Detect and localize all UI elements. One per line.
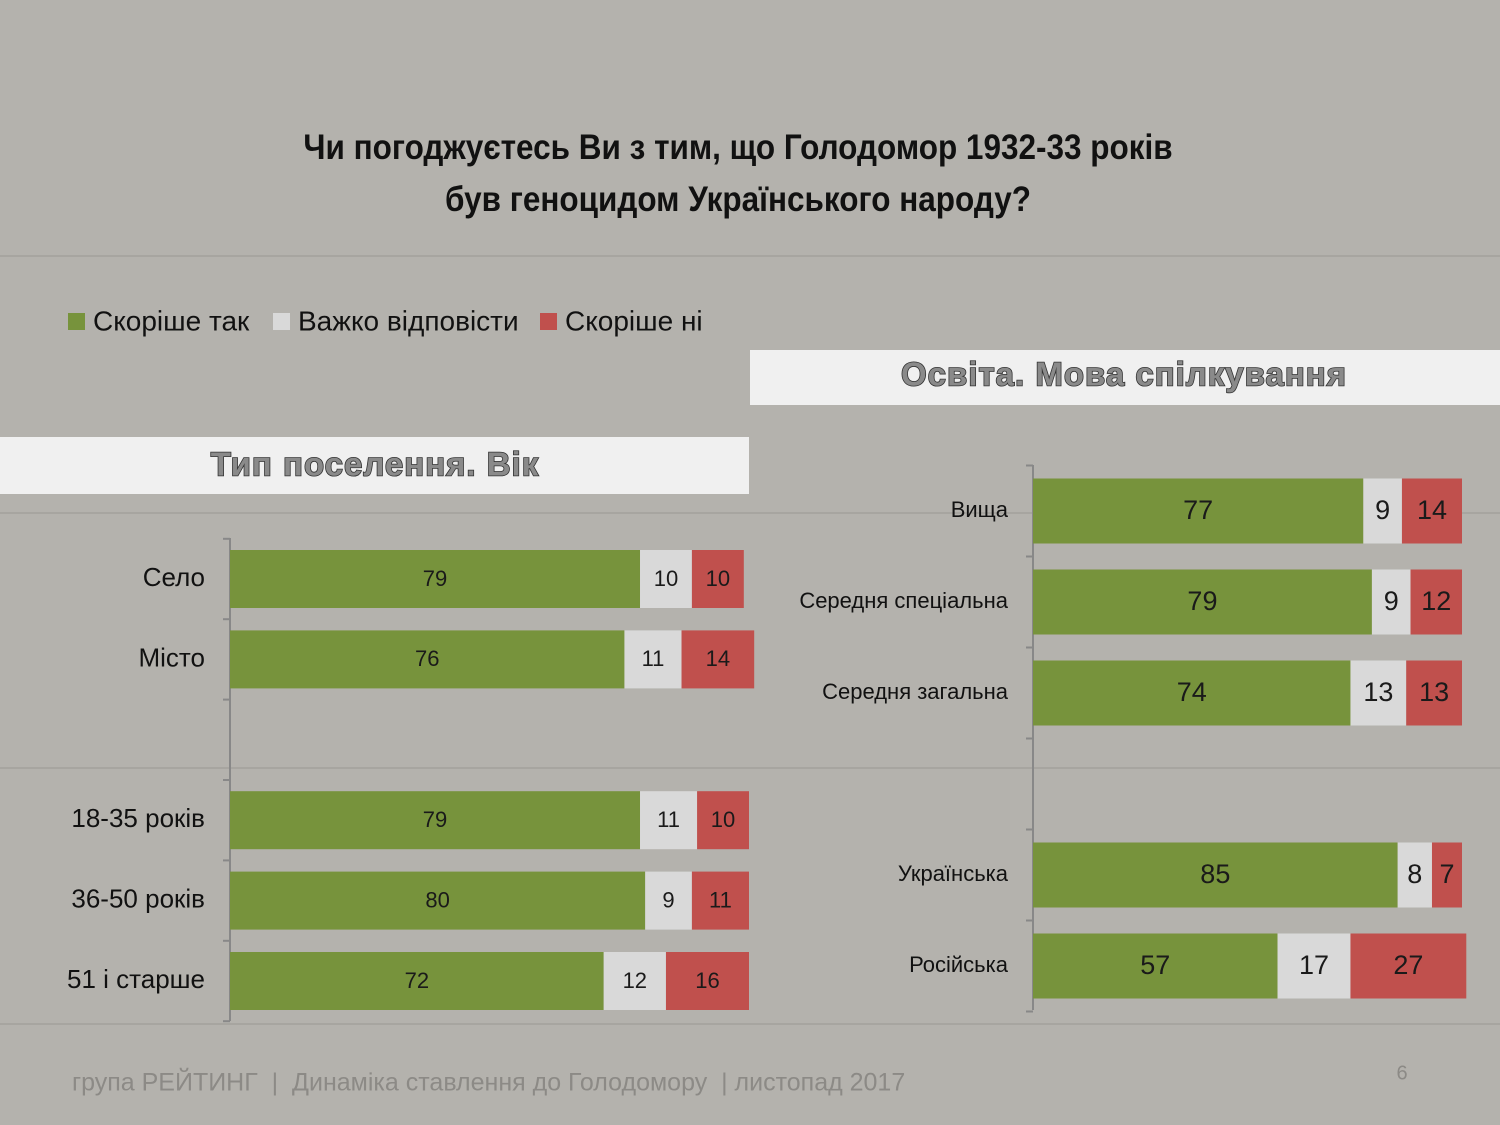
legend-swatch xyxy=(68,313,85,330)
bar-segment xyxy=(1401,478,1462,544)
bar-segment xyxy=(1033,478,1364,544)
value-label: 85 xyxy=(1200,859,1230,889)
value-label: 79 xyxy=(1187,586,1217,616)
legend-swatch xyxy=(540,313,557,330)
value-label: 10 xyxy=(711,807,735,832)
bar-segment xyxy=(697,791,749,850)
bar-segment xyxy=(230,791,641,850)
bar-segment xyxy=(691,871,749,930)
value-label: 74 xyxy=(1177,677,1207,707)
value-label: 57 xyxy=(1140,950,1170,980)
category-label: Вища xyxy=(951,497,1009,522)
panel-title: Освіта. Мова спілкування xyxy=(901,356,1347,393)
value-label: 11 xyxy=(642,646,665,671)
bar-segment xyxy=(1033,660,1351,726)
value-label: 27 xyxy=(1393,950,1423,980)
value-label: 79 xyxy=(423,566,447,591)
value-label: 11 xyxy=(657,807,680,832)
bar-segment xyxy=(1277,933,1351,999)
slide-title: Чи погоджуєтесь Ви з тим, що Голодомор 1… xyxy=(303,128,1173,219)
bar-segment xyxy=(1410,569,1462,635)
panel-title: Тип поселення. Вік xyxy=(211,446,540,483)
value-label: 11 xyxy=(709,887,732,912)
value-label: 9 xyxy=(662,887,674,912)
legend-label: Важко відповісти xyxy=(298,305,519,336)
legend-label: Скоріше так xyxy=(93,305,250,336)
bar-segment xyxy=(640,550,692,608)
page-number: 6 xyxy=(1396,1062,1407,1084)
bar-segment xyxy=(1363,478,1402,544)
bar-segment xyxy=(603,952,666,1010)
bar-segment xyxy=(1033,842,1398,908)
bar-segment xyxy=(230,550,641,608)
bar-segment xyxy=(624,630,682,689)
legend-swatch xyxy=(273,313,290,330)
bar-segment xyxy=(1350,933,1467,999)
bar-segment xyxy=(640,791,698,850)
bar-segment xyxy=(230,952,604,1010)
category-label: Середня загальна xyxy=(822,679,1009,704)
category-label: 51 і старше xyxy=(67,964,205,994)
bar-segment xyxy=(691,550,744,608)
category-label: 18-35 років xyxy=(71,803,205,833)
category-label: Українська xyxy=(898,861,1009,886)
value-label: 8 xyxy=(1407,859,1422,889)
bar-segment xyxy=(1431,842,1462,908)
value-label: 80 xyxy=(425,887,449,912)
bar-segment xyxy=(1397,842,1432,908)
bar-segment xyxy=(665,952,749,1010)
panel-header xyxy=(750,350,1500,405)
value-label: 14 xyxy=(1417,495,1447,525)
value-label: 72 xyxy=(405,968,429,993)
value-label: 14 xyxy=(706,646,730,671)
category-label: Місто xyxy=(138,642,205,672)
value-label: 9 xyxy=(1384,586,1399,616)
bar-segment xyxy=(1033,933,1278,999)
value-label: 76 xyxy=(415,646,439,671)
bar-segment xyxy=(1033,569,1372,635)
value-label: 13 xyxy=(1419,677,1449,707)
value-label: 79 xyxy=(423,807,447,832)
bar-segment xyxy=(645,871,692,930)
category-label: Російська xyxy=(909,952,1009,977)
value-label: 7 xyxy=(1439,859,1454,889)
value-label: 16 xyxy=(695,968,719,993)
footer: група РЕЙТИНГ | Динаміка ставлення до Го… xyxy=(72,1067,905,1097)
legend-label: Скоріше ні xyxy=(565,305,703,336)
value-label: 10 xyxy=(706,566,730,591)
value-label: 9 xyxy=(1375,495,1390,525)
bar-segment xyxy=(230,871,646,930)
category-label: 36-50 років xyxy=(71,883,205,913)
bar-segment xyxy=(681,630,755,689)
value-label: 17 xyxy=(1299,950,1329,980)
value-label: 13 xyxy=(1363,677,1393,707)
bar-segment xyxy=(1350,660,1407,726)
category-label: Середня спеціальна xyxy=(799,588,1008,613)
value-label: 12 xyxy=(1421,586,1451,616)
category-label: Село xyxy=(143,562,205,592)
value-label: 12 xyxy=(623,968,647,993)
value-label: 77 xyxy=(1183,495,1213,525)
bar-segment xyxy=(1406,660,1462,726)
bar-segment xyxy=(1371,569,1411,635)
value-label: 10 xyxy=(654,566,678,591)
panel-header xyxy=(0,437,749,494)
bar-segment xyxy=(230,630,625,689)
